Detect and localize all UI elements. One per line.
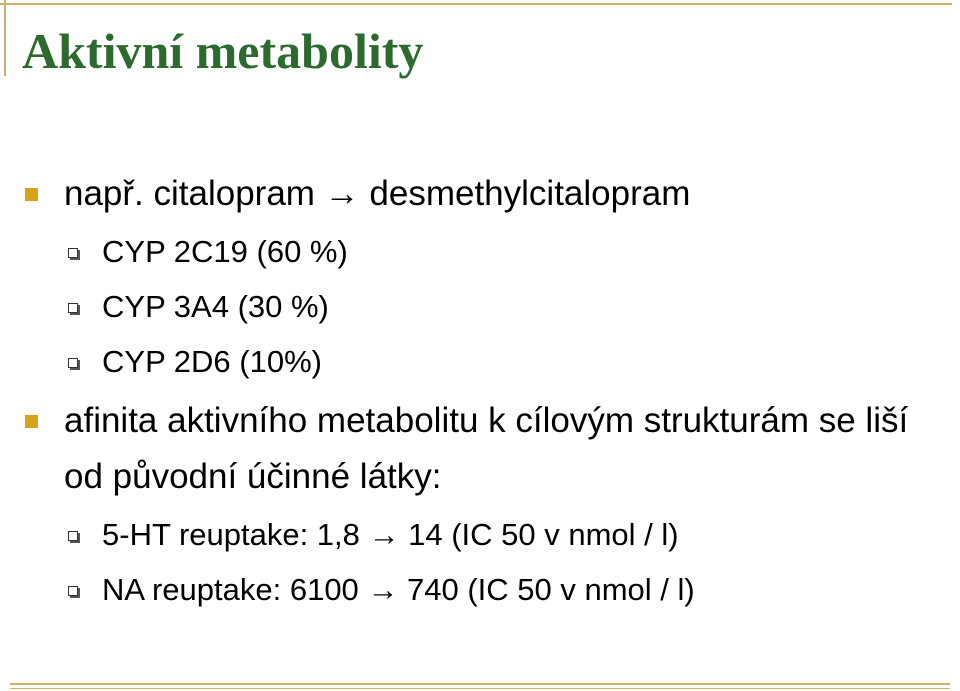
sub-bullet-marker bbox=[68, 248, 78, 258]
bullet-text: např. citalopram → desmethylcitalopram bbox=[64, 174, 691, 213]
sub-item: CYP 2D6 (10%) bbox=[0, 334, 960, 389]
sub-item-text: NA reuptake: 6100 → 740 (IC 50 v nmol / … bbox=[102, 572, 695, 607]
sub-item-text: 5-HT reuptake: 1,8 → 14 (IC 50 v nmol / … bbox=[102, 517, 679, 552]
left-border bbox=[4, 0, 6, 76]
bottom-border bbox=[10, 688, 950, 689]
sub-bullet-marker bbox=[68, 303, 78, 313]
sub-item: 5-HT reuptake: 1,8 → 14 (IC 50 v nmol / … bbox=[0, 507, 960, 562]
bullet-group: např. citalopram → desmethylcitalopram CY… bbox=[0, 166, 960, 389]
bullet-text: afinita aktivního metabolitu k cílovým s… bbox=[64, 401, 909, 496]
bottom-border bbox=[10, 683, 950, 685]
bullet-marker bbox=[25, 415, 38, 428]
sub-item: CYP 2C19 (60 %) bbox=[0, 224, 960, 279]
slide-title: Aktivní metabolity bbox=[22, 23, 424, 79]
sub-bullet-marker bbox=[68, 531, 78, 541]
sub-bullet-marker bbox=[68, 586, 78, 596]
top-border bbox=[0, 3, 952, 5]
sub-item-text: CYP 3A4 (30 %) bbox=[102, 289, 329, 324]
bullet-item: např. citalopram → desmethylcitalopram bbox=[0, 166, 924, 222]
bullet-group: afinita aktivního metabolitu k cílovým s… bbox=[0, 393, 960, 617]
sub-bullet-marker bbox=[68, 358, 78, 368]
bullet-list: např. citalopram → desmethylcitalopram CY… bbox=[0, 166, 960, 621]
bullet-item: afinita aktivního metabolitu k cílovým s… bbox=[0, 393, 924, 505]
sub-item: CYP 3A4 (30 %) bbox=[0, 279, 960, 334]
sub-item-text: CYP 2C19 (60 %) bbox=[102, 234, 348, 269]
sub-item: NA reuptake: 6100 → 740 (IC 50 v nmol / … bbox=[0, 562, 960, 617]
sub-item-text: CYP 2D6 (10%) bbox=[102, 344, 322, 379]
bullet-marker bbox=[25, 188, 38, 201]
